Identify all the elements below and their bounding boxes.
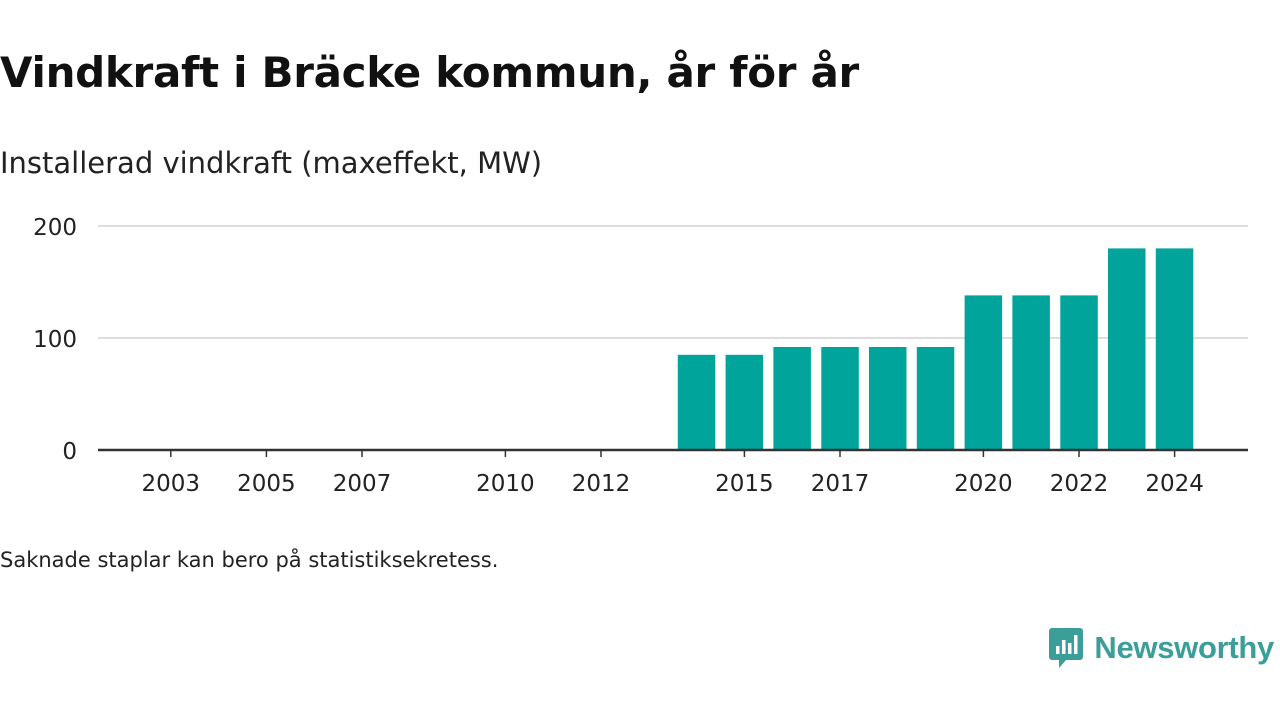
bar	[1108, 248, 1146, 450]
x-tick-label: 2007	[333, 471, 392, 497]
x-tick-label: 2022	[1050, 471, 1109, 497]
chart-title: Vindkraft i Bräcke kommun, år för år	[0, 48, 859, 97]
x-tick-label: 2020	[954, 471, 1013, 497]
bars	[677, 248, 1194, 450]
bar	[821, 347, 859, 450]
x-tick-label: 2017	[811, 471, 870, 497]
brand-name: Newsworthy	[1094, 630, 1274, 665]
tick-labels: 0 100 200 2003 2005 2007 2010 2012 2015 2017 2020 2…	[33, 215, 1204, 497]
x-tick-label: 2015	[715, 471, 774, 497]
footnote: Saknade staplar kan bero på statistiksek…	[0, 548, 499, 572]
bar	[1060, 295, 1098, 450]
brand-logo: Newsworthy	[1048, 626, 1274, 670]
bar	[1155, 248, 1194, 450]
newsworthy-logo-icon	[1049, 628, 1084, 668]
x-tick-label: 2005	[237, 471, 296, 497]
y-tick-label: 100	[33, 327, 77, 353]
bar	[1012, 295, 1050, 450]
x-tick-label: 2010	[476, 471, 535, 497]
gridlines	[98, 225, 1248, 339]
axes	[98, 448, 1248, 457]
y-tick-label: 0	[62, 439, 77, 465]
x-tick-label: 2012	[572, 471, 631, 497]
bar	[773, 347, 811, 450]
bar	[916, 347, 955, 450]
bar	[964, 295, 1003, 450]
bar	[677, 354, 716, 450]
x-tick-label: 2024	[1145, 471, 1204, 497]
chart-subtitle: Installerad vindkraft (maxeffekt, MW)	[0, 146, 543, 180]
x-tick-label: 2003	[142, 471, 201, 497]
bar	[725, 354, 764, 450]
bar-chart: 0 100 200 2003 2005 2007 2010 2012 2015 2017 2020 2…	[33, 215, 1248, 497]
y-tick-label: 200	[33, 215, 77, 241]
bar	[869, 347, 907, 450]
